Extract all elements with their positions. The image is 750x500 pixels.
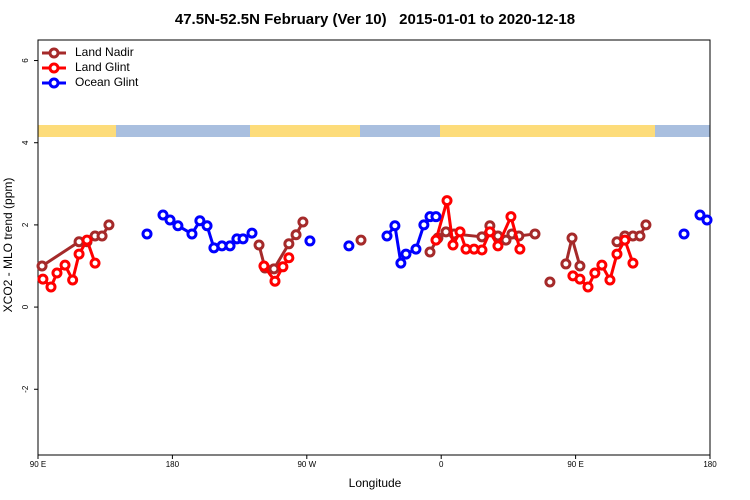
data-point <box>678 228 690 240</box>
land-band <box>440 125 655 137</box>
data-point <box>103 219 115 231</box>
data-point <box>604 274 616 286</box>
x-tick-label: 180 <box>703 460 717 469</box>
data-point <box>566 232 578 244</box>
data-point <box>297 216 309 228</box>
data-point <box>529 228 541 240</box>
data-point <box>157 209 169 221</box>
legend-marker <box>48 47 60 59</box>
data-point <box>395 257 407 269</box>
data-point <box>640 219 652 231</box>
data-point <box>269 275 281 287</box>
data-point <box>201 220 213 232</box>
y-tick-label: -2 <box>21 385 30 393</box>
data-point <box>505 211 517 223</box>
legend-label: Land Nadir <box>75 45 134 59</box>
data-point <box>304 235 316 247</box>
data-point <box>172 220 184 232</box>
data-point <box>237 233 249 245</box>
data-point <box>400 248 412 260</box>
data-point <box>268 263 280 275</box>
x-tick-label: 90 E <box>30 460 46 469</box>
data-point <box>441 195 453 207</box>
data-point <box>51 267 63 279</box>
data-point <box>67 274 79 286</box>
land-band <box>38 125 116 137</box>
x-axis-label: Longitude <box>349 476 402 490</box>
data-point <box>283 238 295 250</box>
data-point <box>627 257 639 269</box>
data-point <box>574 273 586 285</box>
chart-title: 47.5N-52.5N February (Ver 10) 2015-01-01… <box>175 11 575 28</box>
data-point <box>194 215 206 227</box>
legend-label: Land Glint <box>75 60 130 74</box>
data-point <box>476 231 488 243</box>
data-point <box>589 267 601 279</box>
data-point <box>343 240 355 252</box>
data-point <box>81 234 93 246</box>
data-point <box>389 220 401 232</box>
x-tick-label: 90 E <box>567 460 583 469</box>
data-point <box>283 252 295 264</box>
data-point <box>96 230 108 242</box>
data-point <box>454 226 466 238</box>
y-axis-label: XCO2 - MLO trend (ppm) <box>1 178 15 313</box>
data-point <box>37 273 49 285</box>
data-point <box>186 228 198 240</box>
data-point <box>492 240 504 252</box>
data-point <box>355 234 367 246</box>
y-tick-label: 6 <box>21 58 30 63</box>
x-tick-label: 180 <box>166 460 180 469</box>
data-point <box>430 211 442 223</box>
x-tick-label: 0 <box>439 460 444 469</box>
y-tick-label: 0 <box>21 304 30 309</box>
data-point <box>424 246 436 258</box>
data-point <box>560 258 572 270</box>
data-point <box>430 234 442 246</box>
data-point <box>381 230 393 242</box>
legend-label: Ocean Glint <box>75 75 139 89</box>
data-point <box>36 260 48 272</box>
data-point <box>418 219 430 231</box>
land-ocean-strip <box>38 125 710 137</box>
x-tick-label: 90 W <box>297 460 316 469</box>
land-band <box>250 125 360 137</box>
data-point <box>514 243 526 255</box>
data-point <box>574 260 586 272</box>
data-point <box>544 276 556 288</box>
data-point <box>290 229 302 241</box>
data-point <box>634 230 646 242</box>
data-point <box>582 281 594 293</box>
data-point <box>596 259 608 271</box>
series-line <box>41 200 635 290</box>
data-point <box>619 234 631 246</box>
data-point <box>73 248 85 260</box>
legend-marker <box>48 62 60 74</box>
plot-frame <box>37 39 711 456</box>
data-point <box>89 257 101 269</box>
y-tick-label: 4 <box>21 140 30 145</box>
data-point <box>258 260 270 272</box>
data-point <box>701 214 713 226</box>
data-point <box>141 228 153 240</box>
y-tick-label: 2 <box>21 222 30 227</box>
data-point <box>164 214 176 226</box>
data-point <box>59 259 71 271</box>
data-point <box>277 261 289 273</box>
data-point <box>410 243 422 255</box>
data-point <box>224 240 236 252</box>
data-point <box>694 209 706 221</box>
data-point <box>253 239 265 251</box>
data-point <box>246 227 258 239</box>
data-point <box>476 244 488 256</box>
data-point <box>484 226 496 238</box>
data-point <box>45 281 57 293</box>
legend-marker <box>48 77 60 89</box>
data-point <box>447 239 459 251</box>
data-point <box>611 248 623 260</box>
